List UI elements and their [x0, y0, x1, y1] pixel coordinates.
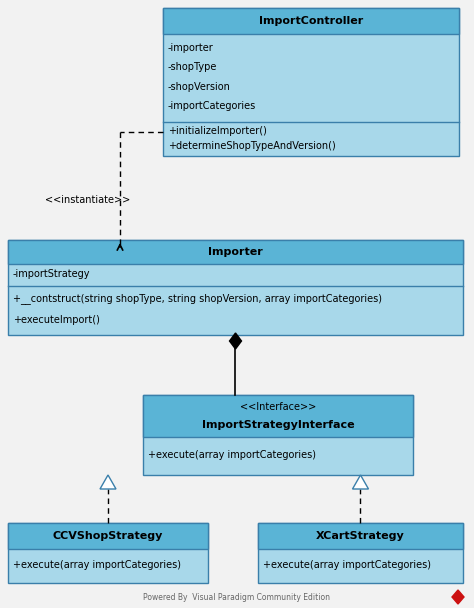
Bar — [8, 240, 463, 335]
Bar — [8, 523, 208, 549]
Bar — [8, 240, 463, 264]
Text: +execute(array importCategories): +execute(array importCategories) — [263, 560, 431, 570]
Text: -shopVersion: -shopVersion — [168, 82, 231, 92]
Text: -importer: -importer — [168, 43, 214, 53]
Text: ImportController: ImportController — [259, 16, 363, 26]
Text: Importer: Importer — [208, 247, 263, 257]
Text: +determineShopTypeAndVersion(): +determineShopTypeAndVersion() — [168, 140, 336, 151]
Bar — [163, 8, 459, 34]
Text: Powered By  Visual Paradigm Community Edition: Powered By Visual Paradigm Community Edi… — [144, 593, 330, 601]
Text: ImportStrategyInterface: ImportStrategyInterface — [202, 420, 354, 430]
Polygon shape — [100, 475, 116, 489]
Text: -importStrategy: -importStrategy — [13, 269, 91, 279]
Text: -shopType: -shopType — [168, 62, 218, 72]
Bar — [143, 395, 413, 437]
Text: +executeImport(): +executeImport() — [13, 315, 100, 325]
Polygon shape — [452, 590, 464, 604]
Text: +__contstruct(string shopType, string shopVersion, array importCategories): +__contstruct(string shopType, string sh… — [13, 293, 382, 304]
Text: XCartStrategy: XCartStrategy — [316, 531, 405, 541]
Bar — [163, 8, 459, 156]
Text: <<Interface>>: <<Interface>> — [240, 402, 316, 412]
Bar — [258, 523, 463, 583]
Text: <<instantiate>>: <<instantiate>> — [45, 195, 130, 205]
Polygon shape — [353, 475, 368, 489]
Text: +initializeImporter(): +initializeImporter() — [168, 126, 267, 136]
Text: +execute(array importCategories): +execute(array importCategories) — [148, 449, 316, 460]
Bar — [8, 523, 208, 583]
Bar — [258, 523, 463, 549]
Text: -importCategories: -importCategories — [168, 102, 256, 111]
Text: +execute(array importCategories): +execute(array importCategories) — [13, 560, 181, 570]
Text: CCVShopStrategy: CCVShopStrategy — [53, 531, 163, 541]
Bar — [143, 395, 413, 475]
Polygon shape — [229, 333, 241, 349]
